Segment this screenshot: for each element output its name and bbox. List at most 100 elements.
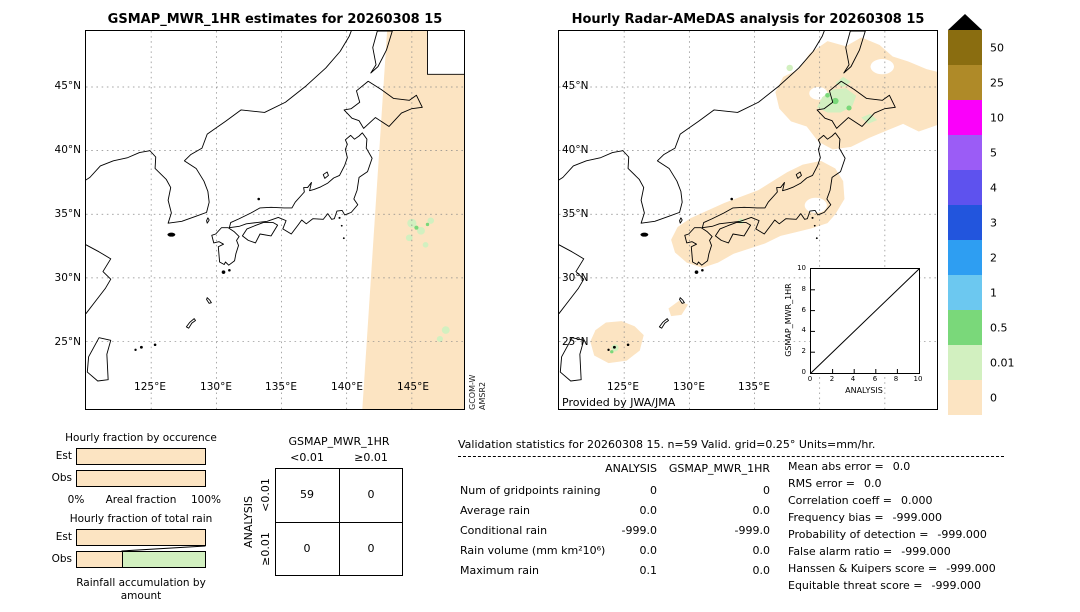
stats-row-gsmap-value: 0.0 bbox=[752, 504, 771, 517]
contingency-hline bbox=[276, 522, 402, 523]
fraction-connector bbox=[121, 546, 206, 551]
metric-row: Probability of detection = -999.000 bbox=[788, 528, 987, 542]
contingency-row-header: <0.01 bbox=[259, 478, 272, 512]
colorbar-segment bbox=[948, 240, 982, 275]
total-rain-chart-title: Hourly fraction of total rain bbox=[69, 513, 213, 525]
metric-row: Frequency bias = -999.000 bbox=[788, 511, 942, 525]
occurrence-est-label: Est bbox=[55, 450, 72, 462]
inset-scatter bbox=[810, 268, 920, 374]
colorbar-segment bbox=[948, 345, 982, 380]
contingency-grid bbox=[275, 468, 403, 576]
total-rain-est-label: Est bbox=[55, 531, 72, 543]
stats-row-gsmap-value: 0 bbox=[763, 484, 770, 497]
lon-tick: 140°E bbox=[331, 381, 363, 393]
colorbar-segment bbox=[948, 100, 982, 135]
contingency-title: GSMAP_MWR_1HR bbox=[288, 435, 390, 448]
credit-label: Provided by JWA/JMA bbox=[562, 396, 676, 409]
stats-row-gsmap-value: 0.0 bbox=[752, 544, 771, 557]
colorbar-segment bbox=[948, 205, 982, 240]
bar-segment bbox=[77, 552, 122, 567]
lat-tick: 35°N bbox=[54, 208, 81, 220]
bar-segment bbox=[77, 471, 205, 486]
stats-divider bbox=[458, 456, 1004, 457]
colorbar-tick-label: 3 bbox=[990, 216, 997, 229]
inset-x-tick: 4 bbox=[850, 375, 856, 383]
metric-value: -999.000 bbox=[892, 511, 943, 524]
colorbar-segment bbox=[948, 30, 982, 65]
inset-y-tick: 4 bbox=[801, 326, 806, 334]
lat-tick: 25°N bbox=[54, 336, 81, 348]
colorbar-tick-label: 1 bbox=[990, 286, 997, 299]
colorbar-tick-label: 0 bbox=[990, 391, 997, 404]
colorbar: 50 25 10 5 4 3 2 1 0.5 0.01 0 bbox=[948, 14, 1058, 444]
inset-x-axis-label: ANALYSIS bbox=[845, 386, 883, 395]
contingency-cell-miss: 0 bbox=[303, 542, 311, 555]
total-rain-caption: Rainfall accumulation by amount bbox=[76, 577, 206, 602]
occurrence-chart-title: Hourly fraction by occurence bbox=[65, 432, 217, 444]
satellite-source-line2: AMSR2 bbox=[478, 381, 487, 410]
stats-row-analysis-value: -999.0 bbox=[621, 524, 657, 537]
contingency-cell-hit: 59 bbox=[300, 488, 314, 501]
metric-value: 0.0 bbox=[892, 460, 911, 473]
lat-tick: 45°N bbox=[54, 80, 81, 92]
lon-tick: 125°E bbox=[607, 381, 639, 393]
inset-y-tick: 10 bbox=[797, 264, 806, 272]
colorbar-segment bbox=[948, 310, 982, 345]
metric-label: Equitable threat score = bbox=[788, 579, 923, 592]
inset-y-axis-label: GSMAP_MWR_1HR bbox=[784, 283, 793, 357]
metric-row: Hanssen & Kuipers score = -999.000 bbox=[788, 562, 996, 576]
inset-x-tick: 0 bbox=[807, 375, 813, 383]
metric-label: Hanssen & Kuipers score = bbox=[788, 562, 938, 575]
bar-segment bbox=[77, 449, 205, 464]
contingency-cell-false: 0 bbox=[367, 488, 375, 501]
metric-label: Frequency bias = bbox=[788, 511, 884, 524]
lon-tick: 125°E bbox=[134, 381, 166, 393]
lat-tick: 45°N bbox=[562, 80, 589, 92]
occurrence-axis-label: Areal fraction bbox=[105, 494, 177, 506]
colorbar-segment bbox=[948, 380, 982, 415]
lat-tick: 30°N bbox=[54, 272, 81, 284]
stats-row-label: Maximum rain bbox=[460, 564, 539, 577]
lon-tick: 135°E bbox=[265, 381, 297, 393]
inset-y-tick: 0 bbox=[801, 368, 806, 376]
total-rain-obs-label: Obs bbox=[51, 553, 72, 565]
inset-x-tick: 10 bbox=[913, 375, 923, 383]
total-rain-est-bar bbox=[76, 529, 206, 546]
colorbar-tick-label: 5 bbox=[990, 146, 997, 159]
metric-label: Mean abs error = bbox=[788, 460, 884, 473]
metric-value: 0.0 bbox=[863, 477, 882, 490]
inset-tick-marks bbox=[811, 289, 898, 373]
lat-tick: 40°N bbox=[562, 144, 589, 156]
colorbar-tick-label: 50 bbox=[990, 41, 1004, 54]
stats-col-analysis: ANALYSIS bbox=[605, 462, 657, 475]
colorbar-tick-label: 25 bbox=[990, 76, 1004, 89]
colorbar-tick-label: 4 bbox=[990, 181, 997, 194]
bar-segment bbox=[121, 552, 205, 567]
colorbar-tick-label: 10 bbox=[990, 111, 1004, 124]
inset-y-tick: 2 bbox=[801, 347, 806, 355]
left-map-light-rain bbox=[405, 217, 450, 343]
inset-y-tick: 6 bbox=[801, 306, 806, 314]
stats-row-label: Conditional rain bbox=[460, 524, 548, 537]
contingency-row-axis: ANALYSIS bbox=[242, 496, 255, 548]
left-map bbox=[85, 30, 465, 410]
stats-row-label: Average rain bbox=[460, 504, 530, 517]
colorbar-tick-label: 2 bbox=[990, 251, 997, 264]
metric-label: RMS error = bbox=[788, 477, 855, 490]
swath-notch-border bbox=[427, 31, 464, 75]
right-map-title: Hourly Radar-AMeDAS analysis for 2026030… bbox=[571, 12, 925, 27]
metric-row: Correlation coeff = 0.000 bbox=[788, 494, 933, 508]
metric-value: -999.000 bbox=[937, 528, 987, 541]
occurrence-est-bar bbox=[76, 448, 206, 465]
stats-row-analysis-value: 0 bbox=[650, 484, 657, 497]
metric-label: False alarm ratio = bbox=[788, 545, 893, 558]
colorbar-segment bbox=[948, 135, 982, 170]
metric-row: RMS error = 0.0 bbox=[788, 477, 881, 491]
stats-row-analysis-value: 0.0 bbox=[639, 544, 658, 557]
stats-col-gsmap: GSMAP_MWR_1HR bbox=[668, 462, 770, 475]
left-map-medium-rain bbox=[414, 222, 430, 230]
occurrence-axis-min: 0% bbox=[67, 494, 85, 506]
satellite-source-line1: GCOM-W bbox=[468, 374, 477, 410]
colorbar-segment bbox=[948, 65, 982, 100]
